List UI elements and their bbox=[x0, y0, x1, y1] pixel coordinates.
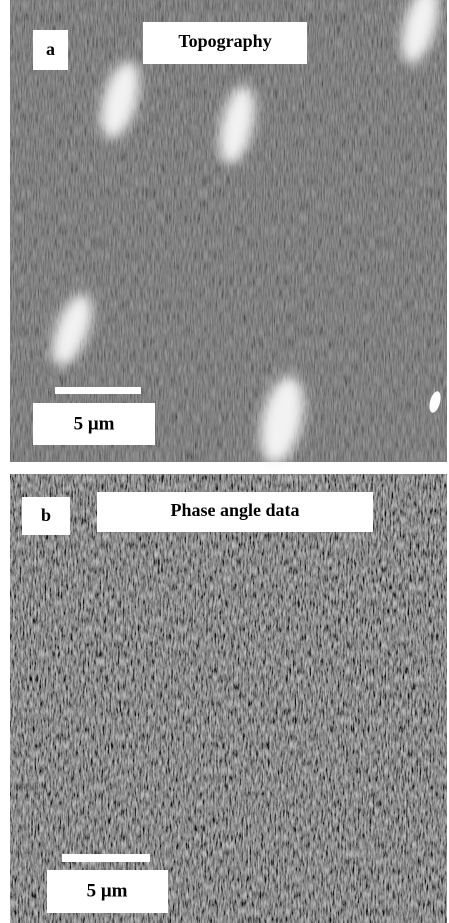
panel-label: b bbox=[41, 505, 51, 525]
page: {"panels": [ {"label": "a", "title": "To… bbox=[0, 0, 449, 923]
panel-a: a Topography 5 μm bbox=[10, 0, 447, 468]
scale-bar bbox=[55, 387, 141, 394]
panel-b: b Phase angle data 5 μm bbox=[10, 474, 447, 923]
scale-label: 5 μm bbox=[74, 413, 115, 434]
scale-label: 5 μm bbox=[87, 880, 128, 901]
panel-title: Topography bbox=[178, 31, 271, 51]
panel-label: a bbox=[46, 39, 55, 59]
panel-title: Phase angle data bbox=[170, 500, 299, 520]
scale-bar bbox=[62, 854, 150, 862]
figure: a Topography 5 μm b Phase angle data 5 μ… bbox=[0, 0, 449, 923]
